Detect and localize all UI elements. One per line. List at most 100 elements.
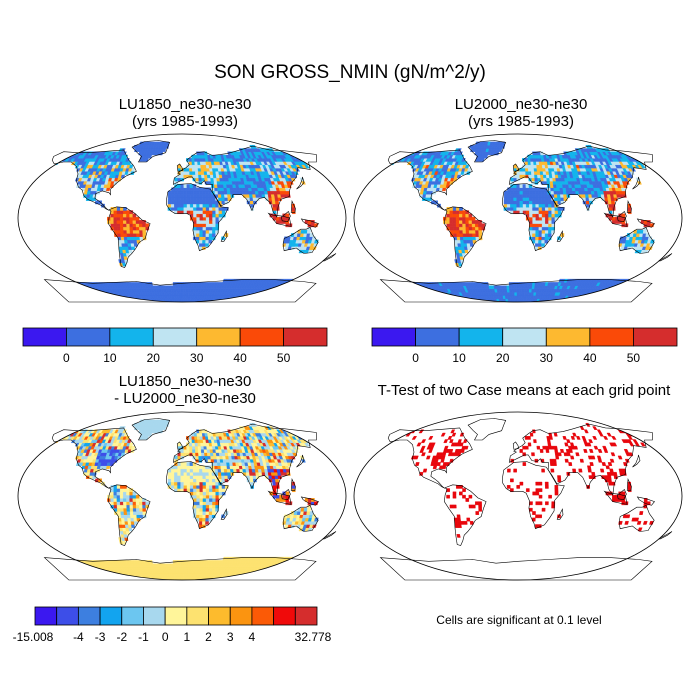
grid-cell <box>411 298 419 302</box>
grid-cell <box>73 298 81 302</box>
grid-cell <box>200 171 205 175</box>
grid-cell <box>560 194 564 198</box>
grid-cell <box>465 229 470 234</box>
grid-cell <box>251 295 257 299</box>
grid-cell <box>79 295 86 299</box>
grid-cell <box>132 498 137 502</box>
grid-cell <box>206 174 211 179</box>
grid-cell <box>167 203 172 208</box>
grid-cell <box>88 573 95 577</box>
grid-cell <box>457 298 463 302</box>
grid-cell <box>129 233 134 237</box>
grid-cell <box>510 200 514 205</box>
grid-cell <box>529 200 533 205</box>
grid-cell <box>177 475 181 479</box>
grid-cell <box>208 233 213 237</box>
grid-cell <box>458 213 463 218</box>
grid-cell <box>116 485 121 489</box>
grid-cell <box>191 167 196 172</box>
grid-cell <box>205 485 210 489</box>
grid-cell <box>208 504 213 509</box>
grid-cell <box>267 573 274 577</box>
grid-cell <box>193 481 197 486</box>
grid-cell <box>458 220 463 224</box>
grid-cell <box>180 190 185 195</box>
grid-cell <box>623 288 630 293</box>
grid-cell <box>459 210 463 215</box>
grid-cell <box>516 174 520 179</box>
grid-cell <box>201 174 205 179</box>
grid-cell <box>390 282 397 286</box>
grid-cell <box>264 576 271 580</box>
grid-cell <box>186 194 191 198</box>
grid-cell <box>100 576 107 580</box>
grid-cell <box>202 213 207 218</box>
grid-cell <box>531 190 536 195</box>
grid-cell <box>513 197 517 201</box>
grid-cell <box>551 207 556 211</box>
grid-cell <box>522 203 527 208</box>
grid-cell <box>540 174 544 179</box>
grid-cell <box>446 298 452 302</box>
grid-cell <box>212 488 216 493</box>
grid-cell <box>535 213 540 218</box>
grid-cell <box>175 291 179 296</box>
grid-cell <box>205 194 210 198</box>
panel-lu1850-title-line1: LU1850_ne30-ne30 <box>118 96 252 113</box>
grid-cell <box>567 298 573 302</box>
grid-cell <box>113 498 118 502</box>
grid-cell <box>74 295 82 299</box>
grid-cell <box>202 481 207 486</box>
grid-cell <box>284 566 292 571</box>
grid-cell <box>461 298 467 302</box>
grid-cell <box>215 488 220 493</box>
grid-cell <box>135 504 140 509</box>
grid-cell <box>462 213 466 218</box>
grid-cell <box>216 184 221 188</box>
grid-cell <box>606 291 613 296</box>
grid-cell <box>91 298 98 302</box>
grid-cell <box>180 478 185 483</box>
grid-cell <box>295 560 302 564</box>
grid-cell <box>119 488 124 493</box>
grid-cell <box>126 491 130 496</box>
grid-cell <box>269 573 276 577</box>
grid-cell <box>180 282 184 286</box>
grid-cell <box>105 576 112 580</box>
grid-cell <box>81 569 88 574</box>
grid-cell <box>70 285 77 290</box>
grid-cell <box>88 288 95 293</box>
grid-cell <box>186 171 190 175</box>
grid-cell <box>221 200 226 205</box>
grid-cell <box>132 233 137 237</box>
grid-cell <box>217 468 222 473</box>
grid-cell <box>253 298 259 302</box>
coastline-eu <box>172 145 317 218</box>
grid-cell <box>431 291 438 296</box>
grid-cell <box>618 285 625 290</box>
grid-cell <box>119 213 124 218</box>
grid-cell <box>100 573 107 577</box>
grid-cell <box>208 229 213 234</box>
grid-cell <box>119 501 124 506</box>
grid-cell <box>136 511 140 515</box>
grid-cell <box>136 517 141 522</box>
grid-cell <box>88 295 95 299</box>
grid-cell <box>469 239 474 244</box>
grid-cell <box>215 491 220 496</box>
grid-cell <box>300 560 308 564</box>
coastline-bor <box>280 211 291 223</box>
grid-cell <box>594 291 600 296</box>
grid-cell <box>636 285 643 290</box>
grid-cell <box>202 511 207 515</box>
grid-cell <box>258 295 264 299</box>
grid-cell <box>205 233 210 237</box>
grid-cell <box>448 295 454 299</box>
grid-cell <box>129 226 134 231</box>
grid-cell <box>532 197 536 201</box>
grid-cell <box>637 288 645 293</box>
grid-cell <box>468 216 473 221</box>
grid-cell <box>116 216 121 221</box>
grid-cell <box>608 288 615 293</box>
grid-cell <box>513 194 517 198</box>
